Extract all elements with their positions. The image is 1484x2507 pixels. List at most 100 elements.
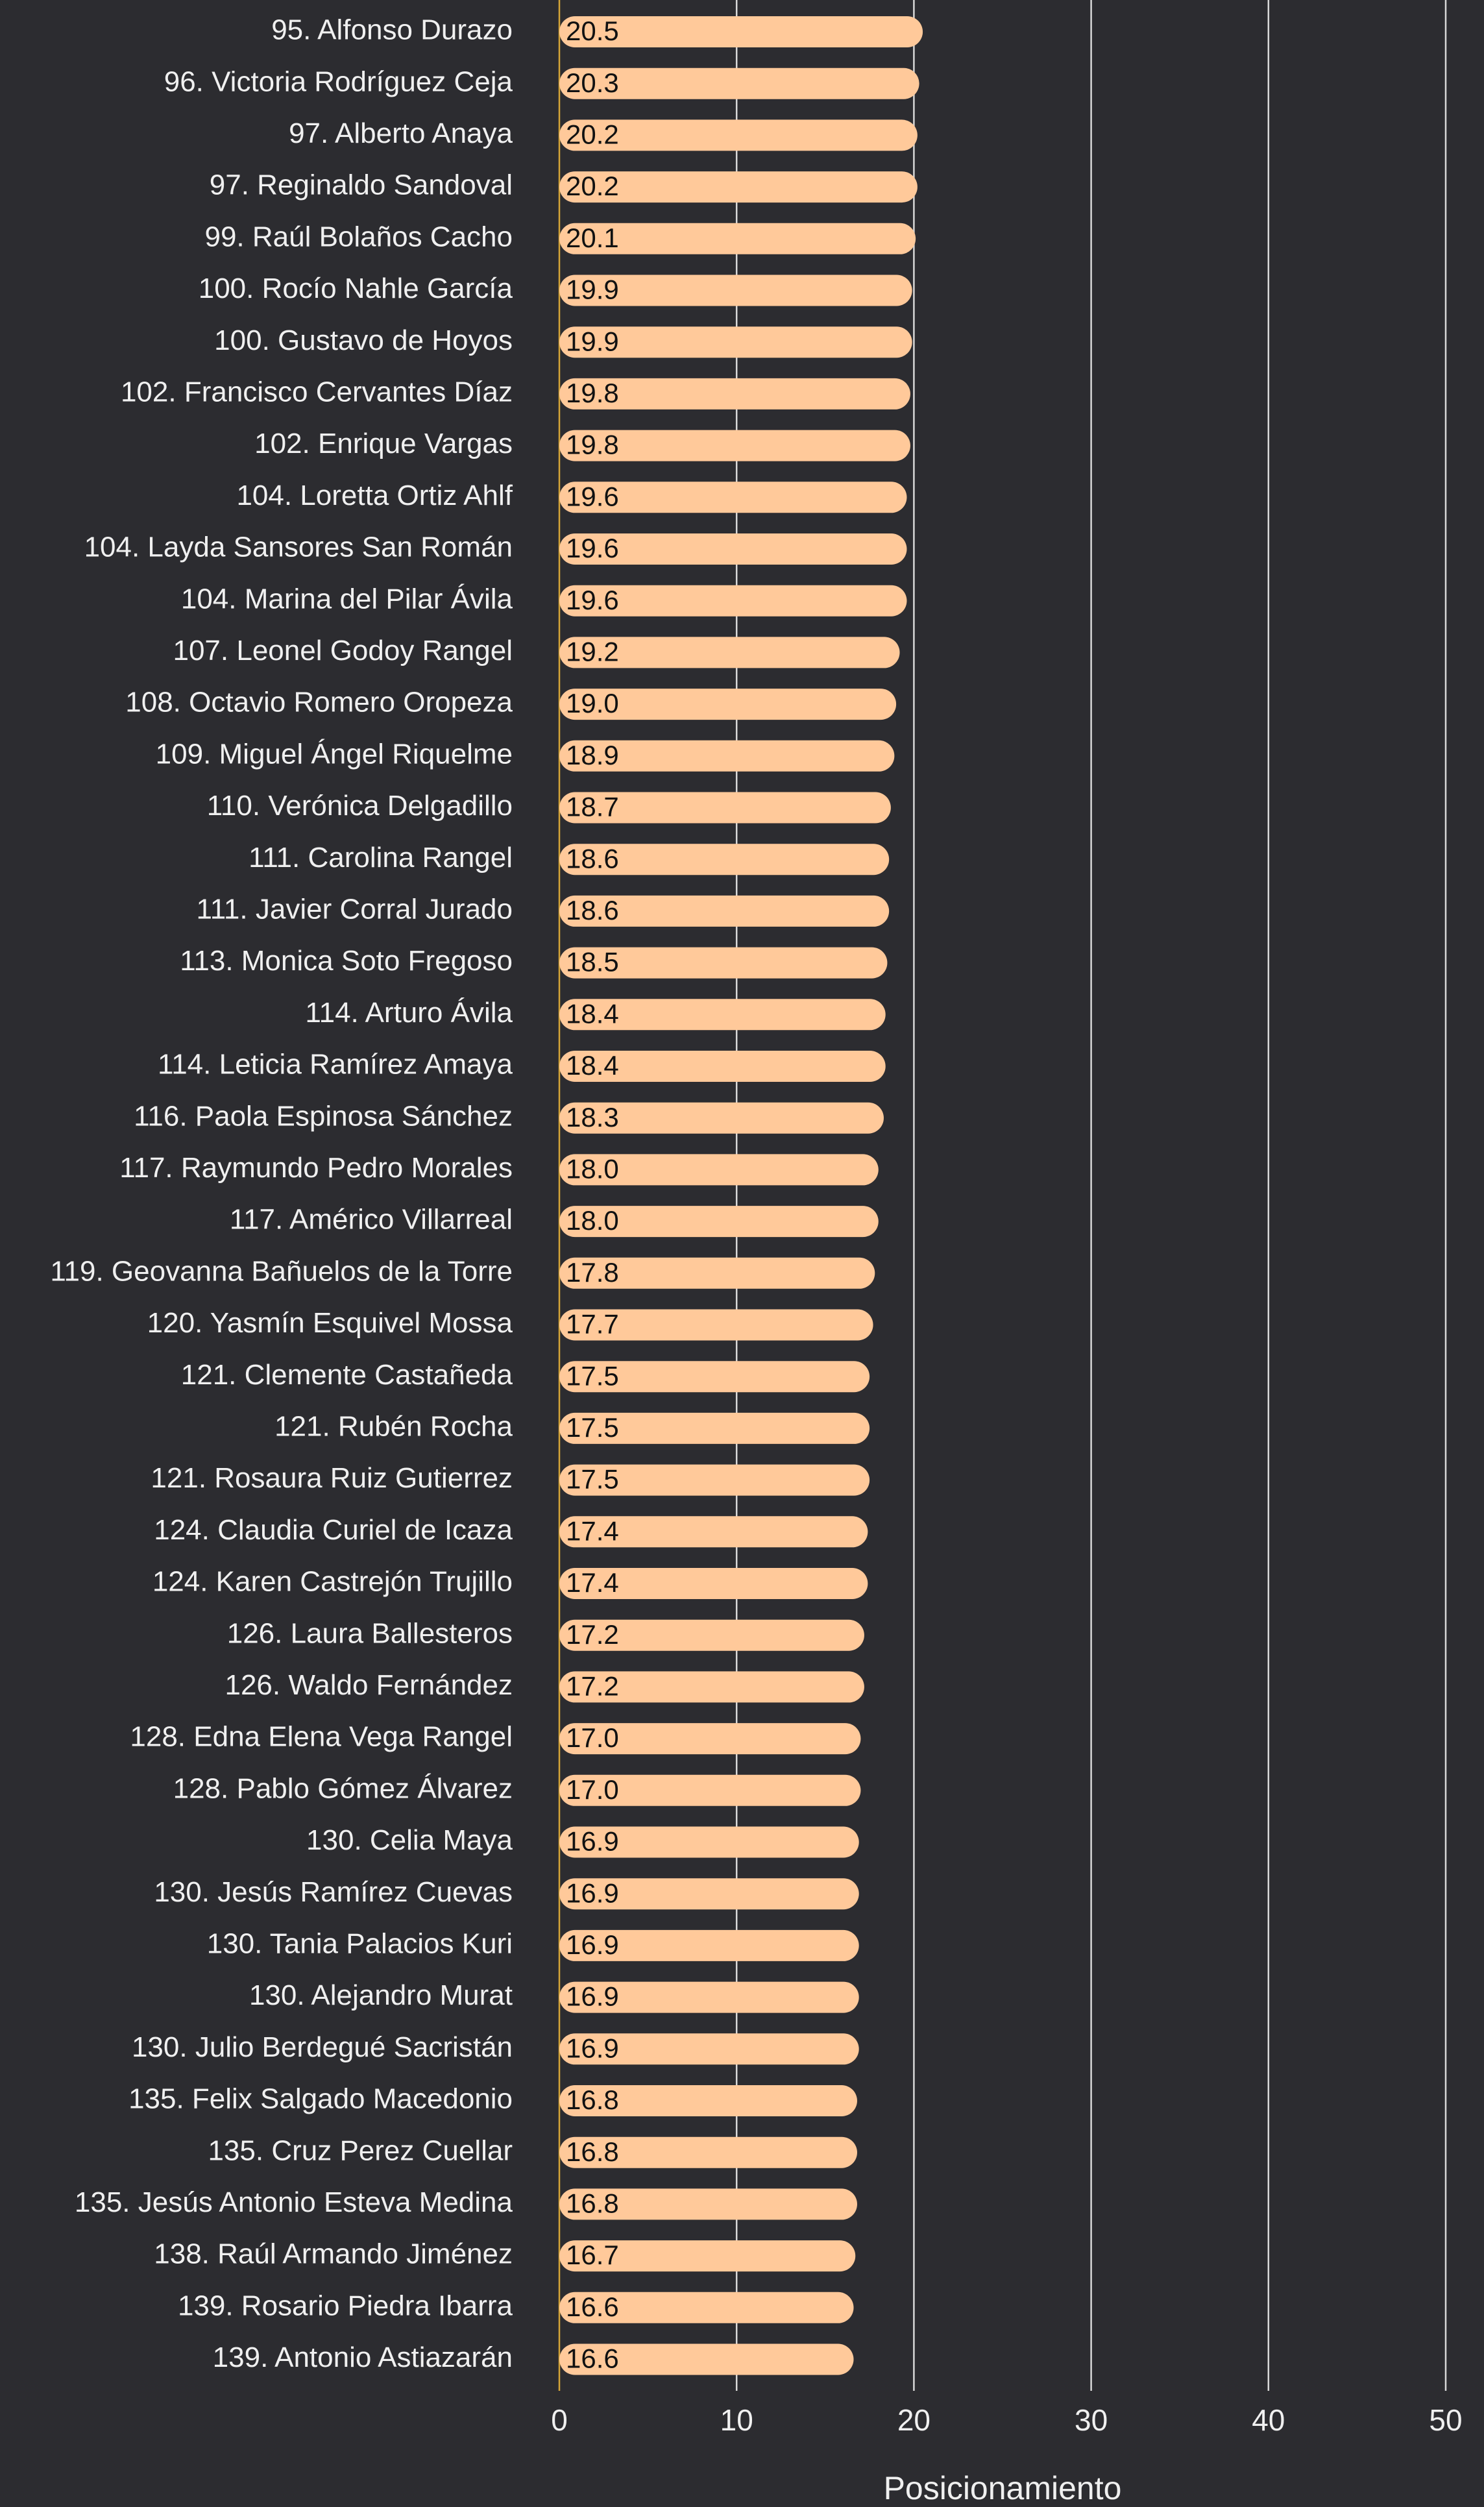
y-tick-label: 107. Leonel Godoy Rangel (173, 635, 513, 666)
value-label: 17.8 (566, 1257, 619, 1288)
y-tick-label: 120. Yasmín Esquivel Mossa (147, 1307, 513, 1339)
value-label: 18.4 (566, 1050, 619, 1081)
value-label: 16.8 (566, 2136, 619, 2167)
bar (559, 740, 895, 772)
value-label: 20.1 (566, 223, 619, 253)
value-label: 19.9 (566, 275, 619, 305)
value-label: 17.0 (566, 1774, 619, 1805)
bar (559, 2292, 854, 2323)
value-label: 16.9 (566, 1981, 619, 2012)
y-tick-label: 130. Tania Palacios Kuri (207, 1928, 513, 1960)
y-tick-label: 128. Pablo Gómez Álvarez (173, 1772, 513, 1804)
bar (559, 2136, 857, 2168)
value-label: 18.6 (566, 895, 619, 925)
bar (559, 1878, 859, 1910)
y-tick-label: 135. Felix Salgado Macedonio (128, 2083, 513, 2115)
y-tick-label: 138. Raúl Armando Jiménez (154, 2238, 513, 2270)
y-tick-label: 114. Arturo Ávila (305, 997, 513, 1029)
value-label: 19.6 (566, 585, 619, 615)
bar (559, 1051, 886, 1082)
y-tick-label: 99. Raúl Bolaños Cacho (204, 221, 513, 252)
y-tick-label: 109. Miguel Ángel Riquelme (156, 738, 513, 770)
bar (559, 223, 916, 254)
bar (559, 844, 890, 875)
value-label: 19.6 (566, 533, 619, 563)
x-axis-title: Posicionamiento (884, 2470, 1122, 2506)
y-tick-label: 97. Alberto Anaya (289, 117, 513, 149)
bar (559, 430, 910, 461)
y-tick-label: 121. Clemente Castañeda (181, 1359, 513, 1391)
y-tick-label: 114. Leticia Ramírez Amaya (158, 1049, 513, 1081)
y-tick-label: 104. Loretta Ortiz Ahlf (236, 480, 513, 511)
y-tick-label: 121. Rosaura Ruiz Gutierrez (151, 1462, 513, 1494)
bar (559, 2188, 857, 2220)
y-tick-label: 104. Marina del Pilar Ávila (181, 583, 513, 615)
bar (559, 2085, 857, 2116)
value-label: 19.8 (566, 378, 619, 408)
value-label: 18.0 (566, 1153, 619, 1184)
value-label: 18.0 (566, 1205, 619, 1236)
bar (559, 689, 897, 720)
value-label: 19.2 (566, 636, 619, 666)
value-label: 17.2 (566, 1670, 619, 1701)
bar (559, 792, 891, 824)
bar (559, 2343, 854, 2375)
y-tick-label: 124. Claudia Curiel de Icaza (154, 1514, 513, 1546)
bar (559, 1929, 859, 1961)
value-label: 16.8 (566, 2188, 619, 2218)
value-label: 19.0 (566, 688, 619, 718)
bar (559, 1671, 864, 1703)
y-tick-label: 119. Geovanna Bañuelos de la Torre (50, 1255, 513, 1287)
bar (559, 1309, 873, 1341)
bar (559, 1826, 859, 1858)
y-tick-label: 110. Verónica Delgadillo (207, 790, 513, 822)
y-tick-label: 135. Jesús Antonio Esteva Medina (75, 2186, 513, 2218)
bar (559, 326, 912, 358)
y-tick-label: 113. Monica Soto Fregoso (180, 945, 513, 977)
y-tick-label: 108. Octavio Romero Oropeza (125, 687, 513, 718)
y-tick-label: 130. Jesús Ramírez Cuevas (154, 1876, 513, 1908)
bar (559, 1257, 875, 1289)
y-tick-label: 139. Rosario Piedra Ibarra (178, 2290, 513, 2321)
y-tick-label: 111. Javier Corral Jurado (197, 894, 513, 925)
value-label: 16.8 (566, 2085, 619, 2115)
bar (559, 1464, 870, 1496)
y-tick-label: 102. Enrique Vargas (254, 428, 513, 459)
value-label: 18.9 (566, 740, 619, 770)
x-tick-label: 20 (897, 2403, 931, 2437)
value-label: 17.5 (566, 1464, 619, 1495)
bar (559, 482, 907, 513)
bar (559, 1154, 879, 1186)
y-tick-label: 130. Julio Berdegué Sacristán (132, 2031, 513, 2063)
y-tick-label: 100. Rocío Nahle García (199, 273, 513, 304)
bar (559, 1516, 868, 1548)
y-tick-label: 130. Celia Maya (306, 1824, 513, 1856)
bar (559, 1619, 864, 1651)
bar (559, 1774, 861, 1806)
bar (559, 16, 923, 47)
value-label: 18.3 (566, 1102, 619, 1132)
bar (559, 1361, 870, 1393)
y-tick-label: 139. Antonio Astiazarán (213, 2342, 513, 2373)
value-label: 17.5 (566, 1360, 619, 1391)
value-label: 19.6 (566, 481, 619, 511)
value-label: 16.9 (566, 1877, 619, 1908)
y-tick-label: 116. Paola Espinosa Sánchez (134, 1100, 513, 1132)
value-label: 18.4 (566, 998, 619, 1029)
value-label: 20.3 (566, 67, 619, 98)
bar (559, 637, 900, 668)
y-tick-label: 130. Alejandro Murat (249, 1979, 513, 2011)
y-tick-label: 111. Carolina Rangel (249, 842, 513, 874)
bar (559, 1981, 859, 2013)
bar (559, 2240, 856, 2272)
value-label: 20.5 (566, 16, 619, 46)
y-tick-label: 100. Gustavo de Hoyos (214, 324, 513, 356)
value-label: 17.4 (566, 1515, 619, 1546)
value-label: 20.2 (566, 171, 619, 201)
y-tick-label: 121. Rubén Rocha (274, 1411, 513, 1443)
bar (559, 1206, 879, 1238)
x-tick-label: 40 (1252, 2403, 1285, 2437)
bar (559, 585, 907, 617)
y-tick-label: 117. Raymundo Pedro Morales (119, 1152, 513, 1184)
